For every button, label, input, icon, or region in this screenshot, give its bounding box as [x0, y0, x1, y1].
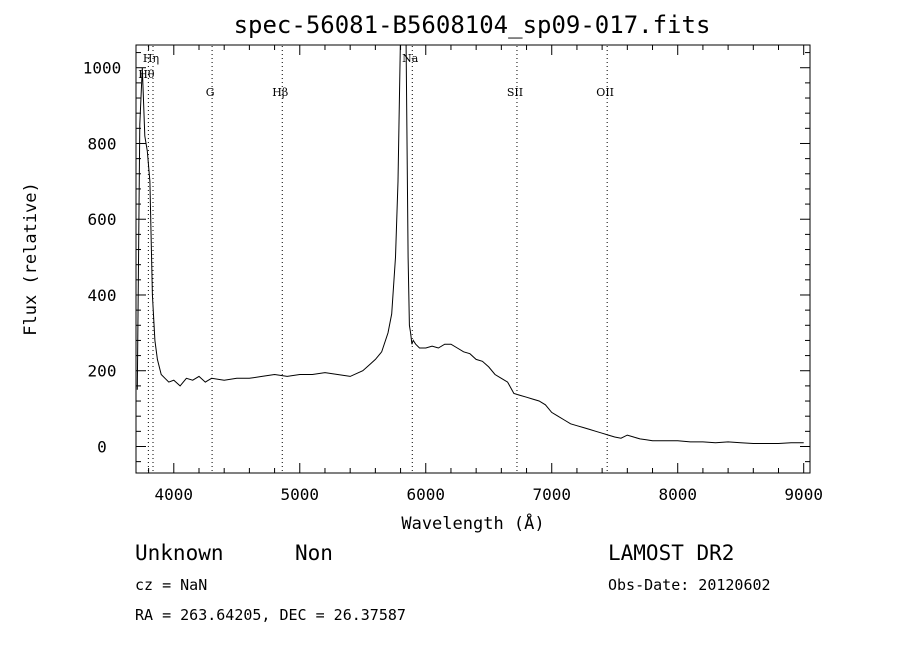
y-axis-label: Flux (relative): [21, 182, 41, 336]
x-tick-label: 4000: [155, 485, 194, 504]
y-tick-label: 800: [88, 134, 117, 153]
marker-label: Hθ: [138, 68, 155, 81]
chart-title: spec-56081-B5608104_sp09-017.fits: [234, 11, 711, 39]
marker-label: OII: [596, 86, 614, 99]
plot-area: [135, 44, 811, 474]
marker-label: Hη: [143, 52, 159, 65]
object-subclass: Non: [295, 541, 333, 565]
marker-label: Hβ: [272, 86, 288, 99]
x-tick-label: 6000: [406, 485, 445, 504]
marker-label: Na: [402, 52, 419, 65]
coordinates: RA = 263.64205, DEC = 26.37587: [135, 606, 406, 624]
survey-name: LAMOST DR2: [608, 541, 734, 565]
y-axis: 0 200 400 600 800 1000: [83, 52, 810, 463]
y-tick-label: 200: [88, 362, 117, 381]
x-tick-label: 9000: [784, 485, 823, 504]
marker-label: SII: [507, 86, 523, 99]
y-tick-label: 1000: [83, 59, 122, 78]
x-axis: 4000 5000 6000 7000 8000 9000: [148, 45, 823, 504]
marker-label: G: [206, 86, 215, 99]
y-tick-label: 0: [97, 437, 107, 456]
obs-date: Obs-Date: 20120602: [608, 576, 771, 594]
y-tick-label: 600: [88, 210, 117, 229]
object-class: Unknown: [135, 541, 224, 565]
spectrum-series: [136, 45, 804, 444]
x-axis-label: Wavelength (Å): [401, 512, 544, 534]
x-tick-label: 5000: [281, 485, 320, 504]
redshift-cz: cz = NaN: [135, 576, 207, 594]
x-tick-label: 7000: [532, 485, 571, 504]
x-tick-label: 8000: [658, 485, 697, 504]
spectral-line-markers: Hη Hθ G Hβ Na SII OII: [138, 46, 614, 472]
y-tick-label: 400: [88, 286, 117, 305]
spectrum-line: [136, 45, 804, 444]
plot-frame: [135, 44, 811, 474]
